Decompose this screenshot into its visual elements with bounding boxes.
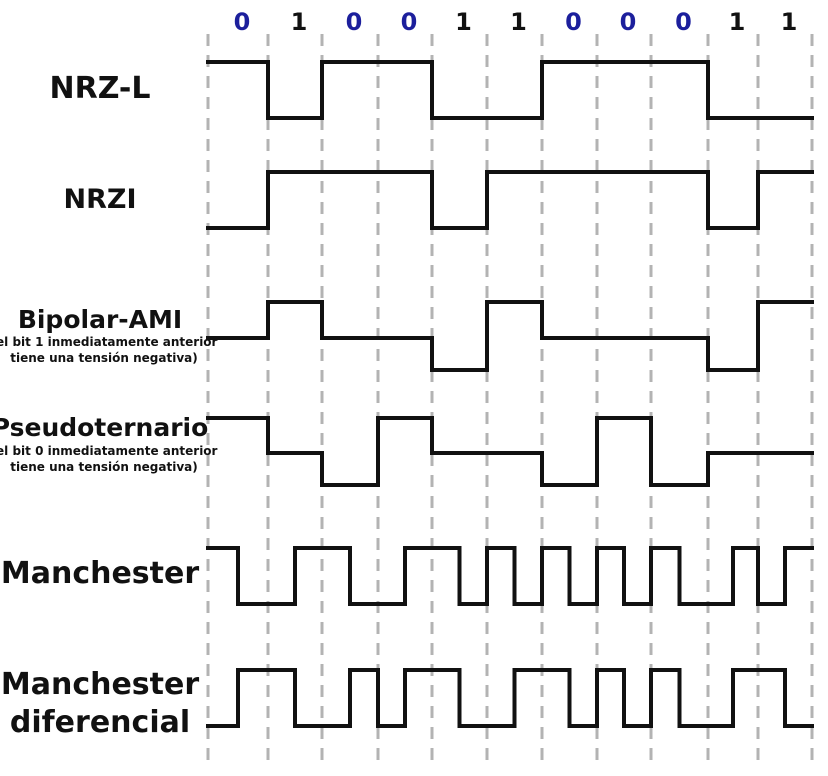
encoding-title: Pseudoternario [0, 413, 208, 442]
bit-label: 0 [565, 8, 582, 36]
encoding-row-bipolar-ami: Bipolar-AMI(el bit 1 inmediatamente ante… [0, 300, 814, 372]
encoding-note: tiene una tensión negativa) [10, 460, 197, 474]
bit-label: 1 [291, 8, 308, 36]
bit-boundary-gridlines [206, 34, 814, 760]
bit-label: 1 [455, 8, 472, 36]
signal-waveform [206, 300, 814, 372]
encoding-title: NRZ-L [49, 71, 150, 106]
signal-waveform [206, 668, 814, 728]
encoding-note: (el bit 1 inmediatamente anterior [0, 335, 218, 349]
bit-label: 1 [781, 8, 798, 36]
encoding-note: (el bit 0 inmediatamente anterior [0, 444, 218, 458]
bit-label: 0 [401, 8, 418, 36]
encoding-row-manchester: Manchester [1, 546, 814, 606]
encoding-row-pseudoternario: Pseudoternario (el bit 0 inmediatamente a… [0, 413, 814, 487]
bit-label: 0 [675, 8, 692, 36]
bit-label: 0 [234, 8, 251, 36]
encoding-title: Bipolar-AMI [18, 305, 182, 334]
bit-label: 0 [620, 8, 637, 36]
encoding-title: Manchester [1, 556, 199, 591]
signal-waveform [206, 60, 814, 120]
encoding-title: diferencial [10, 705, 190, 740]
signal-waveform [206, 170, 814, 230]
encoding-row-nrzi: NRZI [63, 170, 814, 230]
encoding-title: NRZI [63, 184, 136, 215]
encoding-rows: NRZ-L NRZI Bipolar-AMI(el bit 1 inmediatam… [0, 60, 814, 740]
signal-waveform [206, 546, 814, 606]
bit-sequence-header: 0 1 0 0 1 1 0 0 0 1 1 [234, 8, 798, 36]
bit-label: 1 [510, 8, 527, 36]
encoding-note: tiene una tensión negativa) [10, 351, 197, 365]
bit-label: 0 [346, 8, 363, 36]
encoding-row-nrz-l: NRZ-L [49, 60, 814, 120]
bit-label: 1 [729, 8, 746, 36]
encoding-title: Manchester [1, 667, 199, 702]
signal-waveform [206, 416, 814, 487]
